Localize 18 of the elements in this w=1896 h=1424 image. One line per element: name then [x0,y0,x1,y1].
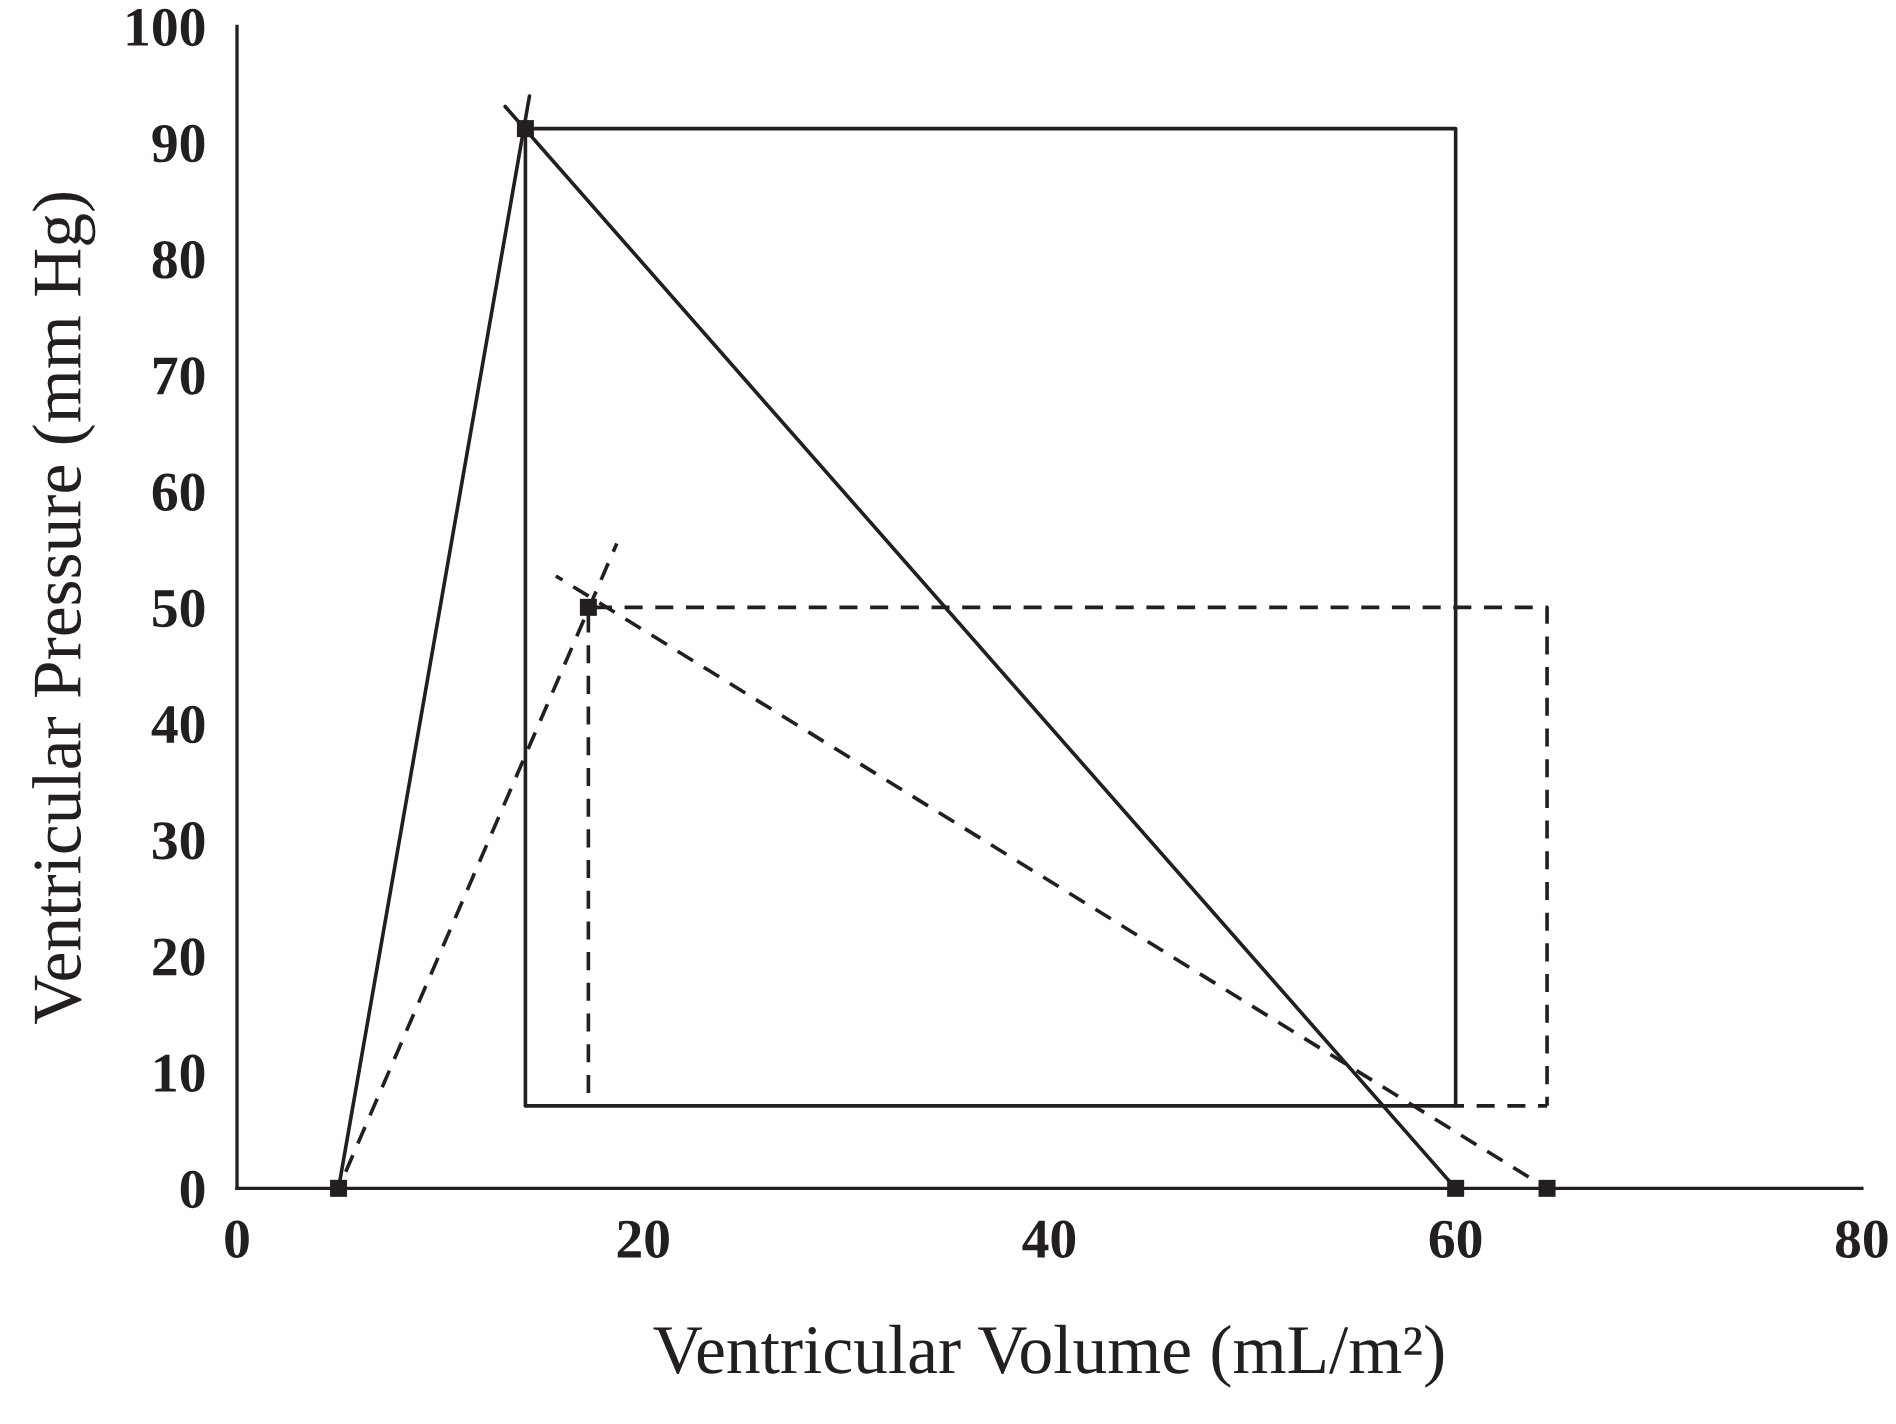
y-tick-label: 90 [152,124,205,163]
y-tick-label: 40 [151,705,205,744]
y-tick-label: 80 [152,241,205,279]
x-tick-label: 60 [1429,1220,1482,1258]
y-tick-label: 60 [152,473,205,511]
x-tick-label: 0 [225,1220,249,1258]
y-tick-label: 10 [155,1054,205,1092]
x-axis-title: Ventricular Volume (mL/m²) [653,1324,1444,1388]
x-tick-label: 40 [1022,1220,1076,1258]
y-tick-label: 20 [153,938,205,976]
y-tick-label: 50 [153,589,205,628]
y-tick-label: 100 [127,8,205,47]
y-tick-label: 30 [152,822,205,860]
y-tick-label: 0 [180,1170,205,1209]
x-tick-label: 20 [617,1220,669,1258]
x-tick-label: 80 [1835,1220,1888,1258]
y-tick-label: 70 [154,357,205,395]
y-axis-title: Ventricular Pressure (mm Hg) [32,192,96,1025]
